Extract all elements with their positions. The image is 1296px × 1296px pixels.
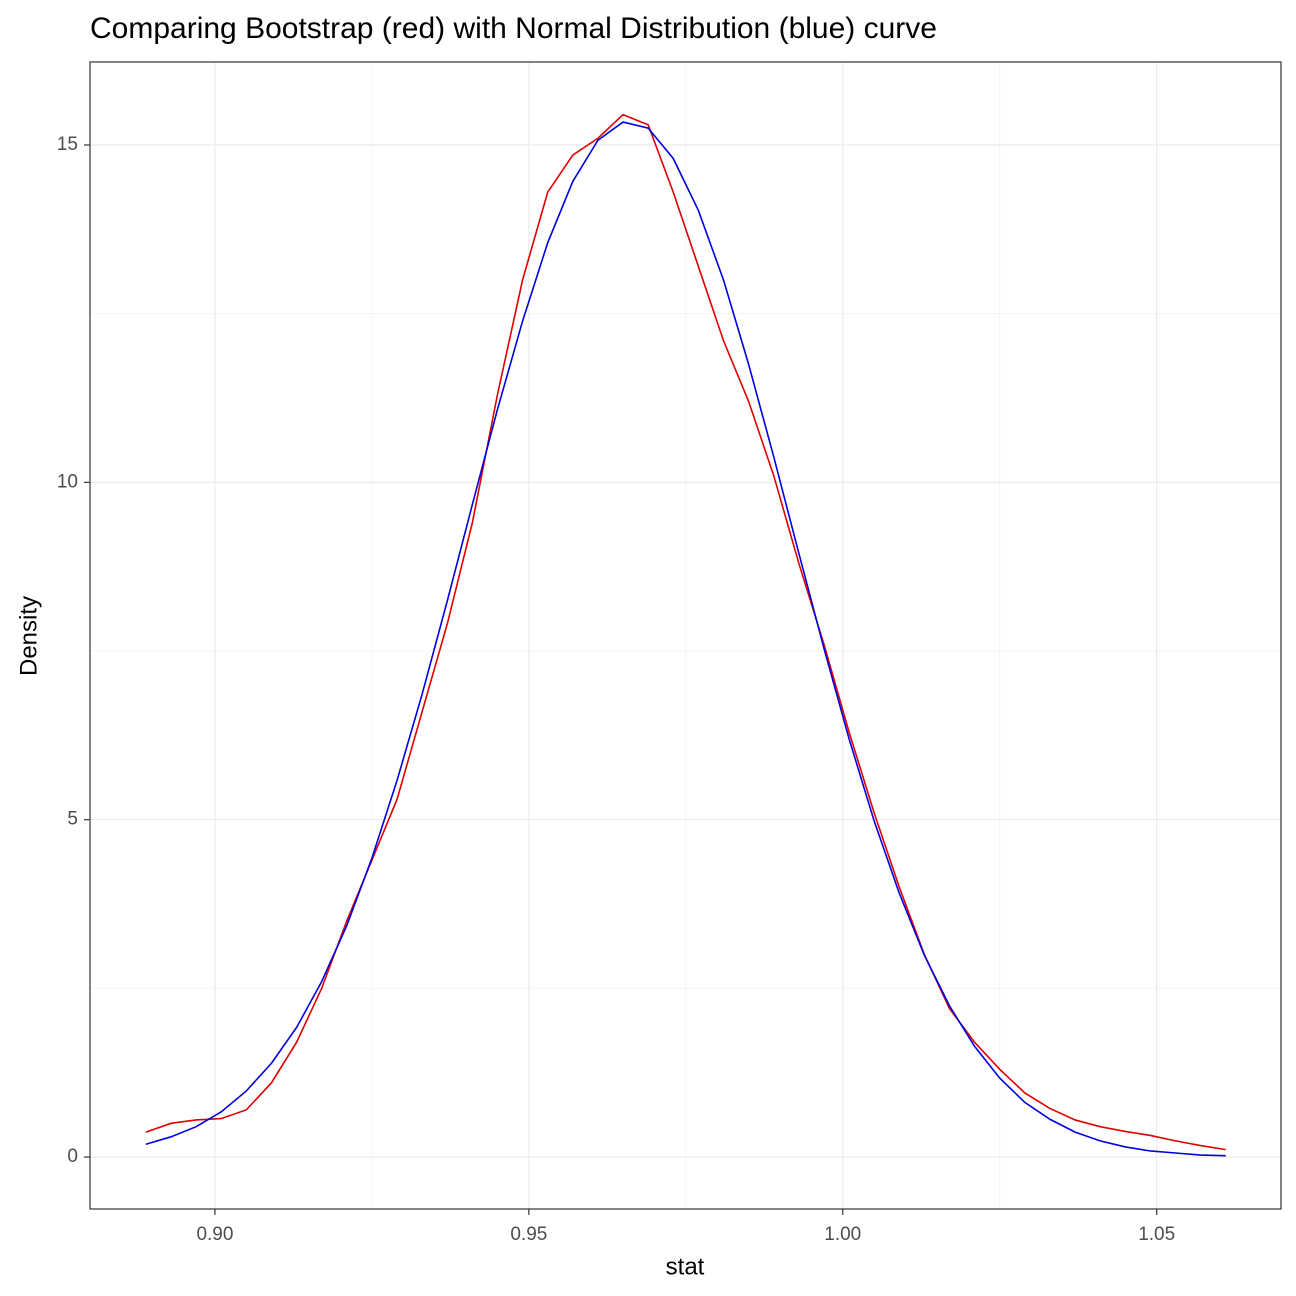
x-tick-label: 0.90 <box>196 1224 233 1245</box>
x-axis-label: stat <box>666 1253 705 1280</box>
y-axis-label: Density <box>15 596 42 676</box>
x-tick-label: 1.00 <box>824 1224 861 1245</box>
x-tick-label: 1.05 <box>1138 1224 1175 1245</box>
plot-border <box>89 61 1282 1210</box>
density-line <box>145 121 1226 1157</box>
y-tick-label: 15 <box>57 134 78 155</box>
chart-title: Comparing Bootstrap (red) with Normal Di… <box>90 12 937 45</box>
y-tick-label: 5 <box>67 809 78 830</box>
y-tick-label: 0 <box>67 1146 78 1167</box>
density-line <box>145 113 1226 1151</box>
y-tick-label: 10 <box>57 471 78 492</box>
x-tick-label: 0.95 <box>510 1224 547 1245</box>
